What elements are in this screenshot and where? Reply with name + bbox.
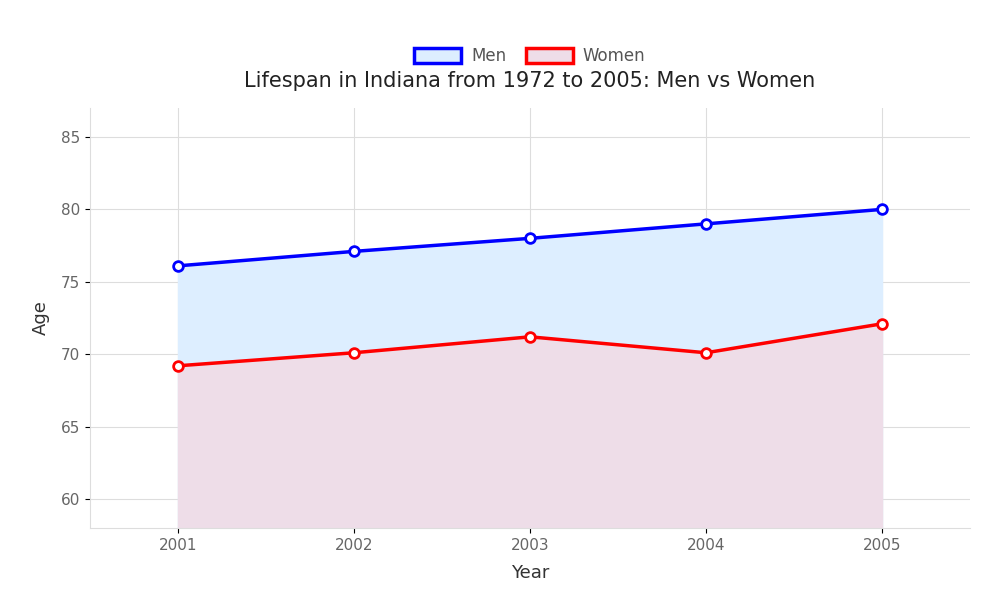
Y-axis label: Age: Age (32, 301, 50, 335)
Legend: Men, Women: Men, Women (408, 41, 652, 72)
X-axis label: Year: Year (511, 564, 549, 582)
Title: Lifespan in Indiana from 1972 to 2005: Men vs Women: Lifespan in Indiana from 1972 to 2005: M… (244, 71, 816, 91)
